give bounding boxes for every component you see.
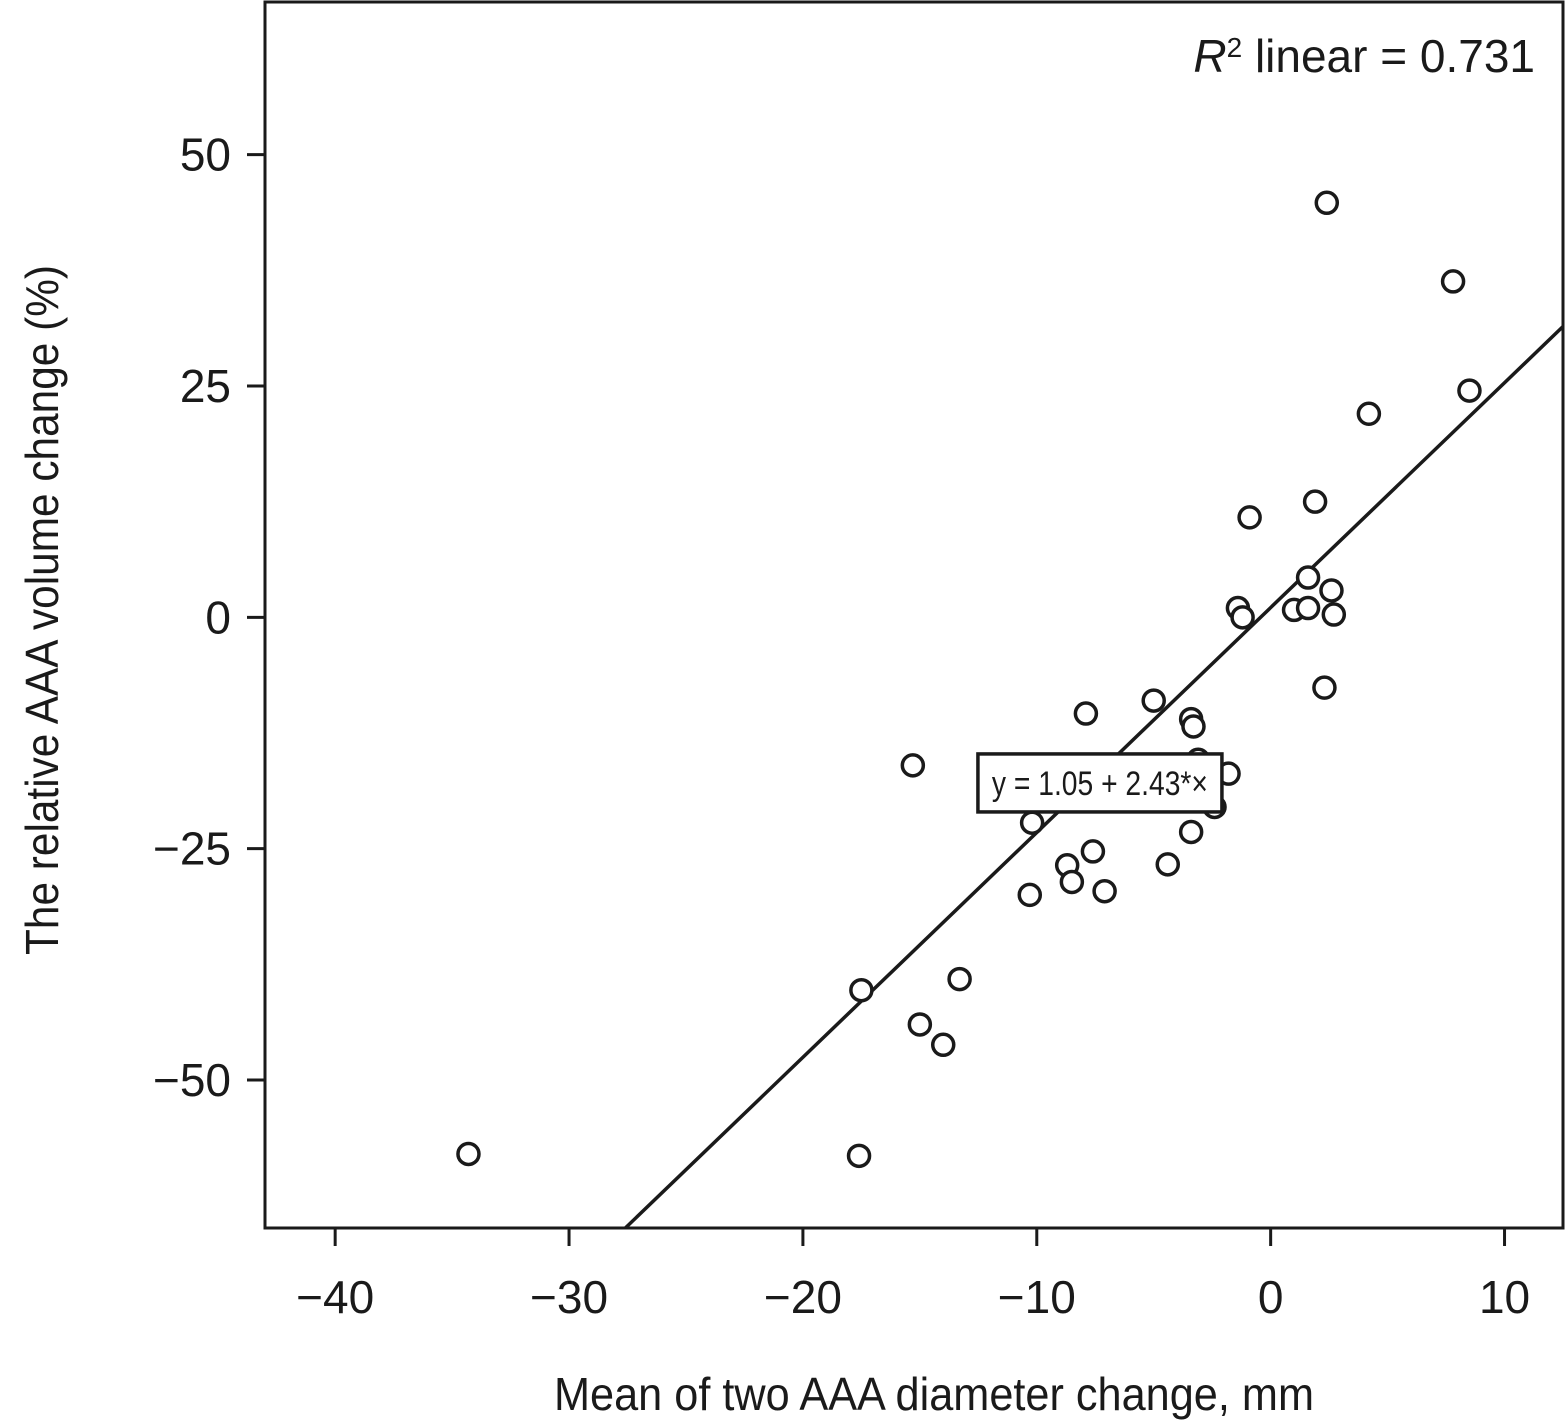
data-point [947,966,972,992]
y-tick-label: −25 [153,823,231,875]
r2-annotation: R2 linear = 0.731 [1193,30,1535,82]
x-axis: −40 −30 −20 −10 0 10 [296,1228,1530,1323]
x-tick-label: 0 [1258,1271,1284,1323]
data-point [1141,688,1166,713]
data-point [1440,269,1466,294]
y-axis-title: The relative AAA volume change (%) [16,265,68,955]
x-axis-title: Mean of two AAA diameter change, mm [554,1368,1314,1420]
data-point [900,753,926,778]
data-point [846,1143,872,1169]
data-point [1314,190,1340,216]
data-point [1319,578,1344,603]
data-point [1356,401,1382,427]
data-point [930,1032,956,1058]
data-point [1080,839,1106,864]
y-tick-label: 50 [180,129,231,181]
data-point [907,1012,933,1037]
data-point [456,1141,481,1167]
data-point [1312,675,1337,700]
data-point [1230,605,1255,630]
data-point [1457,378,1482,403]
y-tick-label: 25 [180,360,231,412]
data-point [1019,810,1045,835]
data-point [1295,595,1321,621]
data-point [1092,878,1117,904]
y-axis: −50 −25 0 25 50 [153,129,265,1106]
data-point [1155,852,1181,877]
data-point [1178,819,1204,845]
data-point [1302,489,1328,514]
data-point [1237,505,1262,530]
data-point [1017,882,1043,908]
data-point [1181,714,1206,739]
data-points [456,190,1482,1169]
x-tick-label: −40 [296,1271,374,1323]
equation-text: y = 1.05 + 2.43*× [992,765,1208,803]
equation-box [976,752,1224,814]
x-tick-label: −10 [998,1271,1076,1323]
equation-label: y = 1.05 + 2.43*× [976,752,1224,814]
data-point [849,977,874,1003]
data-point [1059,869,1085,895]
data-point [1295,565,1321,590]
y-tick-label: −50 [153,1054,231,1106]
y-tick-label: 0 [205,591,231,643]
x-tick-label: −20 [764,1271,842,1323]
x-tick-label: 10 [1479,1271,1530,1323]
plot-frame [263,0,1565,1230]
data-point [1321,602,1347,627]
data-point [1073,701,1099,726]
x-tick-label: −30 [530,1271,608,1323]
